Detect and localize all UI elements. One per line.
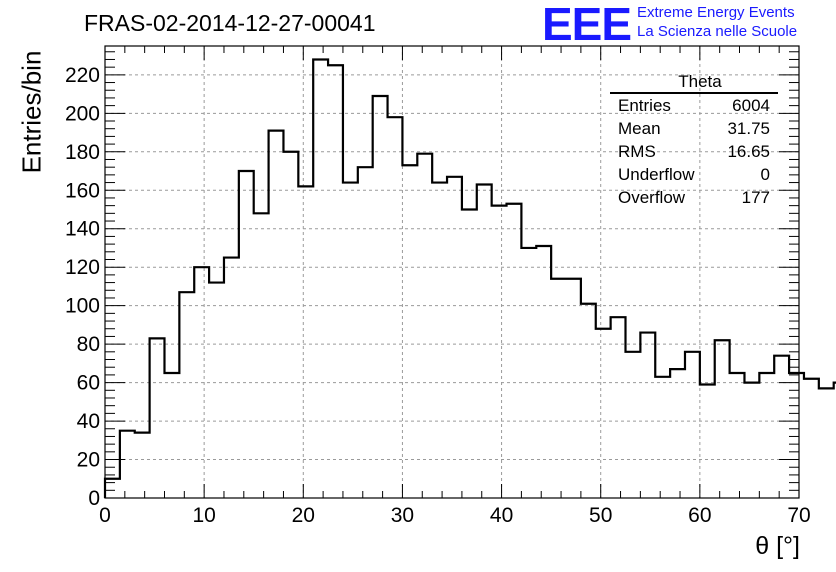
eee-logo: EEE — [542, 0, 632, 50]
stat-name: Underflow — [618, 165, 695, 184]
stat-row-underflow: Underflow 0 — [610, 163, 778, 186]
stat-row-mean: Mean 31.75 — [610, 117, 778, 140]
histogram-outline — [103, 58, 836, 498]
x-tick-label: 40 — [490, 504, 513, 527]
logo-line-1: Extreme Energy Events — [637, 4, 795, 21]
x-tick-label: 70 — [787, 504, 810, 527]
histogram-bin — [819, 388, 834, 498]
y-tick-label: 20 — [77, 449, 100, 472]
y-tick-label: 100 — [65, 295, 100, 318]
stat-value: 177 — [741, 188, 770, 207]
x-tick-label: 30 — [391, 504, 414, 527]
stat-row-overflow: Overflow 177 — [610, 186, 778, 209]
stat-value: 31.75 — [727, 119, 770, 138]
plot-frame — [104, 45, 800, 499]
y-tick-label: 200 — [65, 102, 100, 125]
y-tick-label: 160 — [65, 179, 100, 202]
y-tick-label: 40 — [77, 410, 100, 433]
y-tick-label: 180 — [65, 141, 100, 164]
plot-area — [105, 46, 799, 498]
y-tick-label: 80 — [77, 333, 100, 356]
run-title: FRAS-02-2014-12-27-00041 — [84, 10, 376, 36]
y-tick-label: 140 — [65, 218, 100, 241]
stat-name: Entries — [618, 96, 671, 115]
y-axis-label: Entries/bin — [16, 50, 47, 174]
x-tick-label: 10 — [192, 504, 215, 527]
y-tick-label: 220 — [65, 64, 100, 87]
x-tick-label: 60 — [688, 504, 711, 527]
x-tick-label: 20 — [292, 504, 315, 527]
x-axis-label: θ [°] — [755, 532, 800, 560]
stat-row-entries: Entries 6004 — [610, 94, 778, 117]
y-tick-label: 0 — [88, 487, 100, 510]
histogram-bin — [804, 379, 819, 498]
y-axis-ticks: 0 20 40 60 80 100 120 140 160 180 200 220 — [65, 51, 799, 510]
stat-name: Overflow — [618, 188, 686, 207]
stats-box: Theta Entries 6004 Mean 31.75 RMS 16.65 … — [610, 72, 778, 209]
x-tick-label: 0 — [99, 504, 111, 527]
stat-value: 16.65 — [727, 142, 770, 161]
y-tick-label: 60 — [77, 372, 100, 395]
stats-title: Theta — [610, 72, 778, 94]
stat-name: RMS — [618, 142, 656, 161]
stat-name: Mean — [618, 119, 661, 138]
stat-value: 6004 — [732, 96, 770, 115]
logo-line-2: La Scienza nelle Scuole — [637, 23, 798, 40]
grid-lines — [105, 46, 799, 498]
x-tick-label: 50 — [589, 504, 612, 527]
stat-value: 0 — [760, 165, 770, 184]
stat-row-rms: RMS 16.65 — [610, 140, 778, 163]
y-tick-label: 120 — [65, 256, 100, 279]
